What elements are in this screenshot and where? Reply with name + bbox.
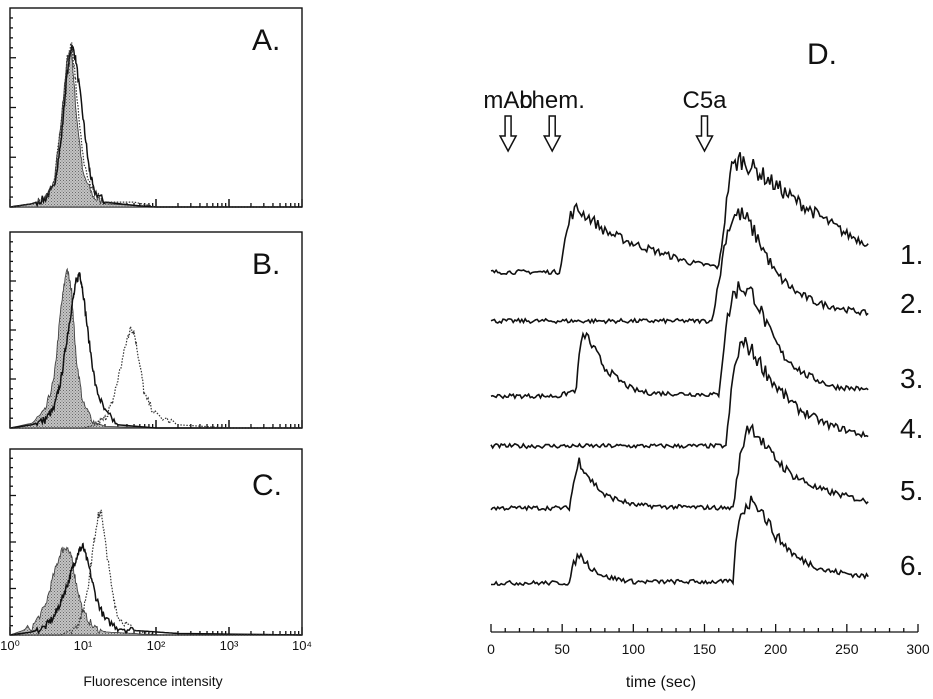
trace-1: [490, 152, 869, 276]
trace-label-6: 6.: [900, 550, 923, 581]
arrow-icon: [695, 115, 714, 153]
x-tick-label: 100: [622, 641, 646, 657]
x-axis-label-fluorescence: Fluorescence intensity: [83, 673, 222, 689]
trace-label-4: 4.: [900, 413, 923, 444]
x-tick-label: 0: [487, 641, 495, 657]
annotation-c5a: C5a: [682, 87, 727, 114]
histogram-filled-control: [9, 546, 302, 636]
x-tick-label: 10⁰: [0, 638, 20, 653]
x-axis-label-time: time (sec): [626, 674, 696, 691]
arrow-icon: [498, 115, 518, 153]
trace-2: [490, 207, 869, 325]
histogram-filled-control: [9, 267, 302, 429]
arrow-icon: [542, 115, 562, 153]
x-tick-label: 10³: [220, 638, 239, 653]
histogram-solid-line: [9, 271, 302, 429]
x-tick-label: 150: [693, 641, 717, 657]
trace-label-3: 3.: [900, 363, 923, 394]
annotation-mab: mAb: [483, 87, 532, 114]
panel-label-d: D.: [807, 38, 837, 71]
trace-label-5: 5.: [900, 475, 923, 506]
histogram-filled-control: [9, 52, 302, 208]
trace-label-2: 2.: [900, 288, 923, 319]
x-tick-label: 10⁴: [292, 638, 312, 653]
trace-4: [490, 337, 869, 450]
histogram-panel-a: A.: [9, 7, 303, 208]
trace-label-1: 1.: [900, 239, 923, 270]
x-tick-label: 300: [906, 641, 930, 657]
panel-label-c: C.: [252, 469, 282, 502]
x-tick-label: 250: [835, 641, 859, 657]
trace-6: [491, 495, 869, 587]
x-tick-label: 50: [554, 641, 570, 657]
panel-label-a: A.: [252, 24, 280, 57]
x-tick-label: 200: [764, 641, 788, 657]
x-tick-label: 10²: [147, 638, 166, 653]
annotation-chem: chem.: [520, 87, 585, 114]
histogram-dotted-line: [10, 324, 302, 429]
trace-5: [490, 423, 869, 512]
histogram-panel-b: B.: [9, 231, 303, 429]
panel-label-b: B.: [252, 248, 280, 281]
histogram-dotted-line: [9, 42, 302, 208]
x-tick-label: 10¹: [74, 638, 93, 653]
trace-3: [490, 281, 869, 400]
histogram-panel-c: C. 10⁰ 10¹ 10² 10³ 10⁴: [0, 448, 312, 653]
histogram-dotted-line: [10, 509, 302, 636]
